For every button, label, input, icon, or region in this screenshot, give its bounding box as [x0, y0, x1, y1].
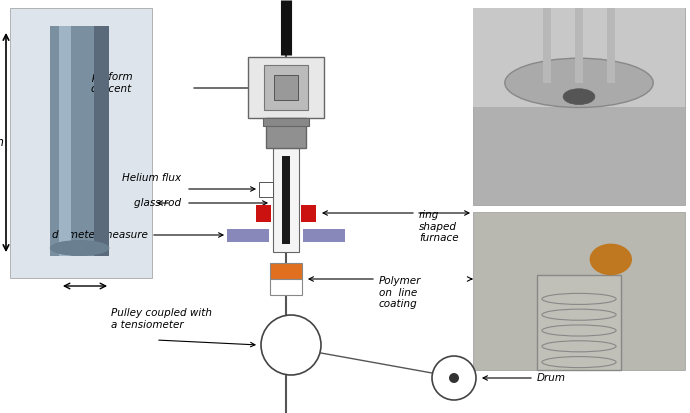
Bar	[537, 275, 622, 370]
Bar	[303, 229, 345, 242]
Bar	[543, 8, 551, 83]
Bar	[473, 212, 685, 370]
Text: Polymer
on  line
coating: Polymer on line coating	[379, 276, 422, 309]
Circle shape	[432, 356, 476, 400]
Bar	[50, 26, 110, 256]
Text: ring
shaped
furnace: ring shaped furnace	[419, 210, 459, 243]
Bar	[95, 26, 110, 256]
Bar	[256, 205, 271, 222]
Bar	[227, 229, 269, 242]
Text: Pulley coupled with
a tensiometer: Pulley coupled with a tensiometer	[111, 309, 212, 330]
Bar	[259, 182, 273, 197]
Circle shape	[449, 373, 459, 383]
Bar	[266, 118, 306, 148]
Bar	[473, 8, 685, 205]
Ellipse shape	[563, 89, 595, 104]
Bar	[264, 65, 308, 110]
Bar	[607, 8, 615, 83]
Bar	[282, 156, 290, 244]
Circle shape	[261, 315, 321, 375]
Bar	[59, 26, 70, 256]
Text: cm: cm	[0, 136, 4, 149]
Bar	[10, 8, 152, 278]
Text: diameter measure: diameter measure	[52, 230, 148, 240]
Ellipse shape	[50, 240, 110, 256]
Text: glass rod: glass rod	[134, 198, 181, 208]
Bar	[273, 148, 299, 252]
Ellipse shape	[589, 244, 632, 275]
Bar	[263, 118, 309, 126]
Bar	[575, 8, 583, 83]
Text: Helium flux: Helium flux	[122, 173, 181, 183]
Bar	[473, 8, 685, 107]
Bar	[274, 75, 298, 100]
Text: Drum: Drum	[537, 373, 566, 383]
Bar	[270, 263, 302, 279]
Bar	[248, 57, 324, 118]
Text: preform
descent: preform descent	[91, 72, 132, 94]
Bar	[270, 279, 302, 295]
Ellipse shape	[505, 58, 653, 107]
Bar	[301, 205, 316, 222]
